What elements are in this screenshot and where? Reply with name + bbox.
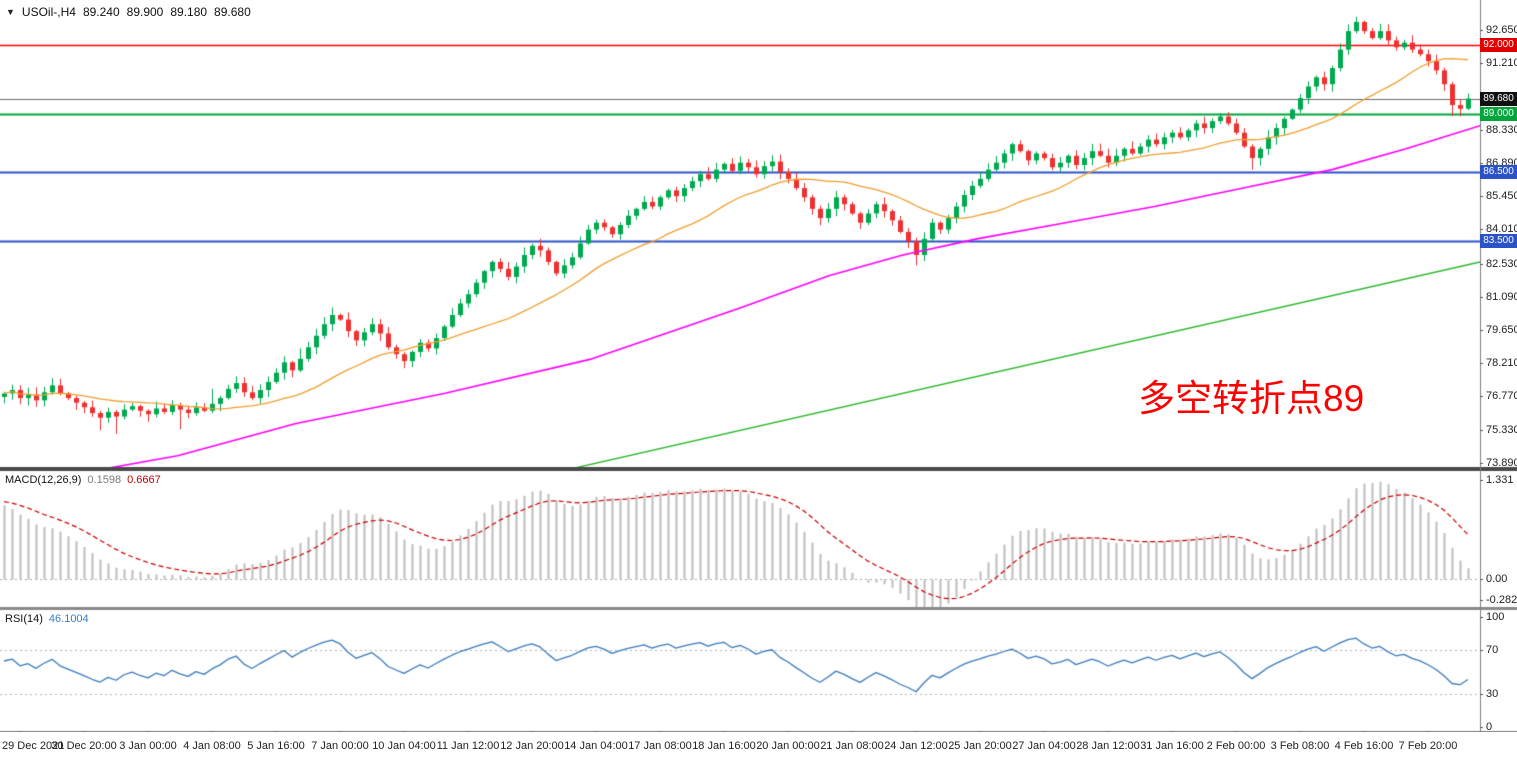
time-tick-label: 3 Feb 08:00 — [1270, 740, 1330, 752]
annotation-text[interactable]: 多空转折点89 — [1138, 378, 1365, 419]
axis-tick-label: -0.2827 — [1486, 593, 1517, 606]
time-tick-label: 21 Jan 08:00 — [820, 740, 884, 752]
axis-tick-label: 91.210 — [1486, 57, 1517, 70]
price-level-badge: 89.680 — [1480, 91, 1517, 106]
time-axis[interactable]: 29 Dec 2021 30 Dec 20:00 3 Jan 00:00 4 Jan … — [0, 732, 1517, 759]
rsi-value: 46.1004 — [48, 613, 89, 625]
rsi-indicator-label: RSI(14) 46.1004 — [5, 613, 89, 625]
axis-tick-label: 76.770 — [1486, 390, 1517, 403]
ohlc-low: 89.180 — [170, 5, 208, 19]
time-tick-label: 12 Jan 20:00 — [500, 740, 564, 752]
time-tick-label: 7 Jan 00:00 — [311, 740, 369, 752]
ohlc-high: 89.900 — [126, 5, 164, 19]
axis-tick-label: 88.330 — [1486, 123, 1517, 136]
time-tick-label: 30 Dec 20:00 — [51, 740, 117, 752]
axis-tick-label: 0.00 — [1486, 572, 1508, 585]
symbol-info-bar: ▼ USOil-,H4 89.240 89.900 89.180 89.680 — [6, 5, 251, 19]
axis-tick-label: 73.890 — [1486, 456, 1517, 469]
symbol-timeframe-label: USOil-,H4 — [21, 5, 76, 19]
time-tick-label: 7 Feb 20:00 — [1398, 740, 1458, 752]
macd-title: MACD(12,26,9) — [5, 474, 82, 486]
ohlc-open: 89.240 — [82, 5, 120, 19]
rsi-title: RSI(14) — [5, 613, 43, 625]
time-tick-label: 14 Jan 04:00 — [564, 740, 628, 752]
time-tick-label: 17 Jan 08:00 — [628, 740, 692, 752]
axis-badges-layer: 92.000 89.680 89.000 86.500 83.500 — [1480, 0, 1517, 731]
axis-tick-label: 70 — [1486, 644, 1499, 656]
price-level-badge: 89.000 — [1480, 107, 1517, 122]
time-tick-label: 11 Jan 12:00 — [436, 740, 500, 752]
time-tick-label: 5 Jan 16:00 — [247, 740, 305, 752]
macd-panel-splitter[interactable] — [0, 467, 1517, 471]
time-tick-label: 24 Jan 12:00 — [884, 740, 948, 752]
axis-tick-label: 79.650 — [1486, 324, 1517, 336]
time-tick-label: 18 Jan 16:00 — [692, 740, 756, 752]
axis-tick-label: 82.530 — [1486, 257, 1517, 270]
axis-tick-label: 75.330 — [1486, 423, 1517, 436]
macd-signal-value: 0.6667 — [127, 474, 161, 486]
ohlc-close: 89.680 — [214, 5, 251, 19]
time-tick-label: 20 Jan 00:00 — [756, 740, 820, 752]
axis-tick-label: 84.010 — [1486, 223, 1517, 236]
time-tick-label: 4 Feb 16:00 — [1334, 740, 1394, 752]
price-level-badge: 83.500 — [1480, 234, 1517, 249]
axis-tick-label: 92.650 — [1486, 24, 1517, 36]
macd-indicator-label: MACD(12,26,9) 0.1598 0.6667 — [5, 474, 161, 486]
price-level-badge: 86.500 — [1480, 164, 1517, 179]
price-axis[interactable]: 92.650 91.210 88.330 86.890 85.450 84.010 82.5… — [1481, 0, 1517, 733]
axis-tick-label: 100 — [1486, 611, 1505, 623]
price-level-badge: 92.000 — [1480, 38, 1517, 52]
macd-main-value: 0.1598 — [87, 474, 122, 486]
time-tick-label: 4 Jan 08:00 — [183, 740, 241, 752]
rsi-panel-splitter[interactable] — [0, 607, 1517, 610]
time-tick-label: 29 Dec 2021 — [2, 740, 65, 752]
time-tick-label: 3 Jan 00:00 — [119, 740, 177, 752]
axis-tick-label: 0 — [1486, 721, 1493, 733]
time-tick-label: 31 Jan 16:00 — [1140, 740, 1204, 752]
time-tick-label: 28 Jan 12:00 — [1076, 740, 1140, 752]
axis-tick-label: 1.331 — [1486, 473, 1514, 486]
collapse-arrow-icon[interactable]: ▼ — [6, 7, 15, 17]
axis-tick-label: 30 — [1486, 688, 1499, 700]
time-tick-label: 27 Jan 04:00 — [1012, 740, 1076, 752]
axis-tick-label: 78.210 — [1486, 357, 1517, 370]
time-tick-label: 2 Feb 00:00 — [1206, 740, 1266, 752]
time-tick-label: 10 Jan 04:00 — [372, 740, 436, 752]
time-tick-label: 25 Jan 20:00 — [948, 740, 1012, 752]
axis-tick-label: 85.450 — [1486, 190, 1517, 203]
axis-tick-label: 81.090 — [1486, 290, 1517, 303]
